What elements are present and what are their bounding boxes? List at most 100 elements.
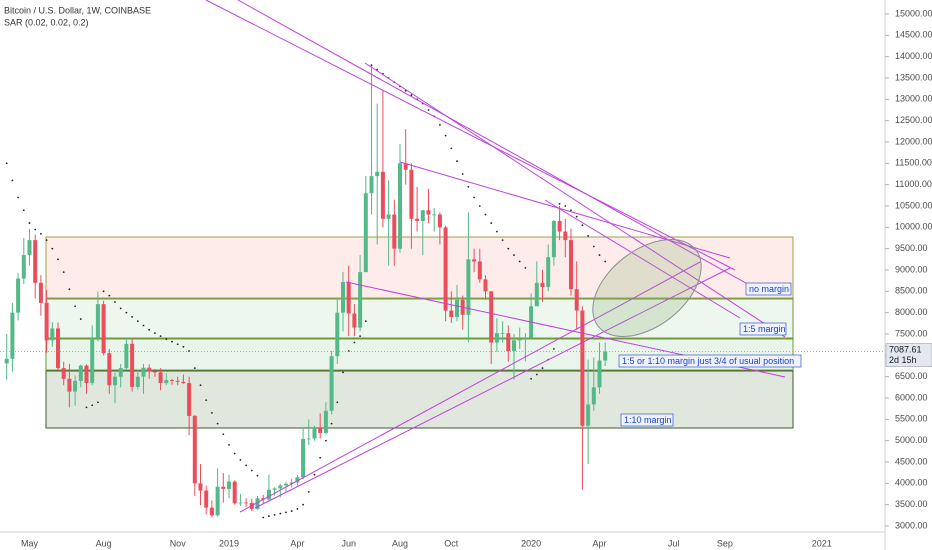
trend-line xyxy=(239,261,701,513)
candle-body xyxy=(227,481,231,489)
sar-dot xyxy=(199,384,202,387)
candle-body xyxy=(318,427,323,433)
sar-dot xyxy=(364,320,367,323)
sar-dot xyxy=(313,473,316,476)
zone-1-10 xyxy=(45,370,794,429)
y-tick-label: 10000.00 xyxy=(895,222,932,232)
sar-dot xyxy=(535,373,538,376)
candle-body xyxy=(284,483,288,486)
sar-dot xyxy=(330,422,333,425)
candle-body xyxy=(33,240,38,283)
candle-body xyxy=(101,304,106,354)
sar-dot xyxy=(79,318,82,320)
candle-body xyxy=(597,360,602,388)
price-series xyxy=(4,64,608,519)
sar-dot xyxy=(5,162,8,165)
x-tick-label: Jun xyxy=(341,538,356,548)
sar-dot xyxy=(91,404,94,407)
candle-body xyxy=(221,486,226,489)
axes: 3000.00 3500.00 4000.00 4500.00 5000.00 5500.… xyxy=(0,8,932,548)
candle-body xyxy=(4,358,9,364)
trend-line xyxy=(399,161,731,259)
sar-dot xyxy=(193,367,196,370)
sar-dot xyxy=(513,254,515,256)
candle-body xyxy=(278,485,283,489)
sar-dot xyxy=(461,173,464,175)
y-tick-label: 11000.00 xyxy=(895,179,932,189)
candle-body xyxy=(323,410,328,433)
candle-body xyxy=(113,376,117,386)
candle-body xyxy=(489,291,494,343)
y-tick-label: 6000.00 xyxy=(895,392,928,402)
sar-dot xyxy=(182,345,185,348)
candle-body xyxy=(306,438,311,440)
candle-body xyxy=(329,356,334,411)
sar-dot xyxy=(359,335,361,338)
candle-body xyxy=(198,483,203,491)
candle-body xyxy=(375,171,380,177)
candle-body xyxy=(443,227,448,311)
sar-dot xyxy=(239,458,242,461)
sar-dot xyxy=(478,205,481,207)
y-tick-label: 10500.00 xyxy=(895,200,932,210)
sar-dot xyxy=(524,266,527,269)
candle-body xyxy=(449,310,454,317)
candle-body xyxy=(432,214,437,216)
x-tick-label: Aug xyxy=(96,538,112,548)
candle-body xyxy=(73,380,78,392)
x-tick-label: 2020 xyxy=(521,538,541,548)
chart-title: Bitcoin / U.S. Dollar, 1W, COINBASE xyxy=(4,5,151,15)
candle-body xyxy=(523,338,528,340)
candle-body xyxy=(147,367,152,372)
sar-dot xyxy=(325,439,327,442)
sar-dot xyxy=(114,301,116,303)
y-tick-label: 9500.00 xyxy=(895,243,928,253)
candle-body xyxy=(152,371,157,373)
sar-dot xyxy=(587,234,589,237)
sar-dot xyxy=(148,328,151,331)
zone-1-5 xyxy=(45,298,794,339)
candle-body xyxy=(78,365,83,381)
candle-body xyxy=(426,210,431,215)
candle-body xyxy=(472,259,477,262)
sar-dot xyxy=(490,222,493,224)
annotation-box xyxy=(745,282,792,296)
sar-dot xyxy=(159,335,162,338)
y-tick-label: 4500.00 xyxy=(895,456,928,466)
candle-body xyxy=(187,383,192,416)
candle-body xyxy=(586,404,591,426)
candle-body xyxy=(335,312,340,357)
candle-body xyxy=(204,490,209,508)
y-tick-label: 4000.00 xyxy=(895,478,928,488)
sar-dot xyxy=(507,247,510,250)
sar-dot xyxy=(592,245,595,248)
candle-body xyxy=(386,214,391,219)
y-tick-label: 8500.00 xyxy=(895,286,928,296)
y-tick-label: 3500.00 xyxy=(895,499,928,509)
candle-body xyxy=(16,278,21,313)
candle-body xyxy=(135,376,140,387)
indicator-legend: SAR (0.02, 0.02, 0.2) xyxy=(4,17,89,27)
sar-dot xyxy=(40,232,42,235)
sar-dot xyxy=(245,464,248,467)
target-ellipse xyxy=(592,238,702,338)
y-tick-label: 7500.00 xyxy=(895,328,928,338)
candle-body xyxy=(38,282,43,303)
sar-dot xyxy=(598,254,601,256)
candle-body xyxy=(415,218,420,221)
sar-dot xyxy=(171,340,173,343)
sar-dot xyxy=(28,222,31,224)
y-tick-label: 11500.00 xyxy=(895,158,932,168)
candle-body xyxy=(255,498,260,509)
candle-body xyxy=(500,333,505,334)
x-tick-label: Aug xyxy=(392,538,408,548)
trend-line xyxy=(205,0,736,271)
sar-dot xyxy=(273,514,276,516)
candle-body xyxy=(124,343,129,369)
y-tick-label: 6500.00 xyxy=(895,371,928,381)
last-price-box xyxy=(885,343,932,367)
zone-no-margin xyxy=(45,236,794,299)
annotation: no margin xyxy=(749,284,789,294)
candle-body xyxy=(244,502,249,504)
candle-body xyxy=(232,481,237,504)
